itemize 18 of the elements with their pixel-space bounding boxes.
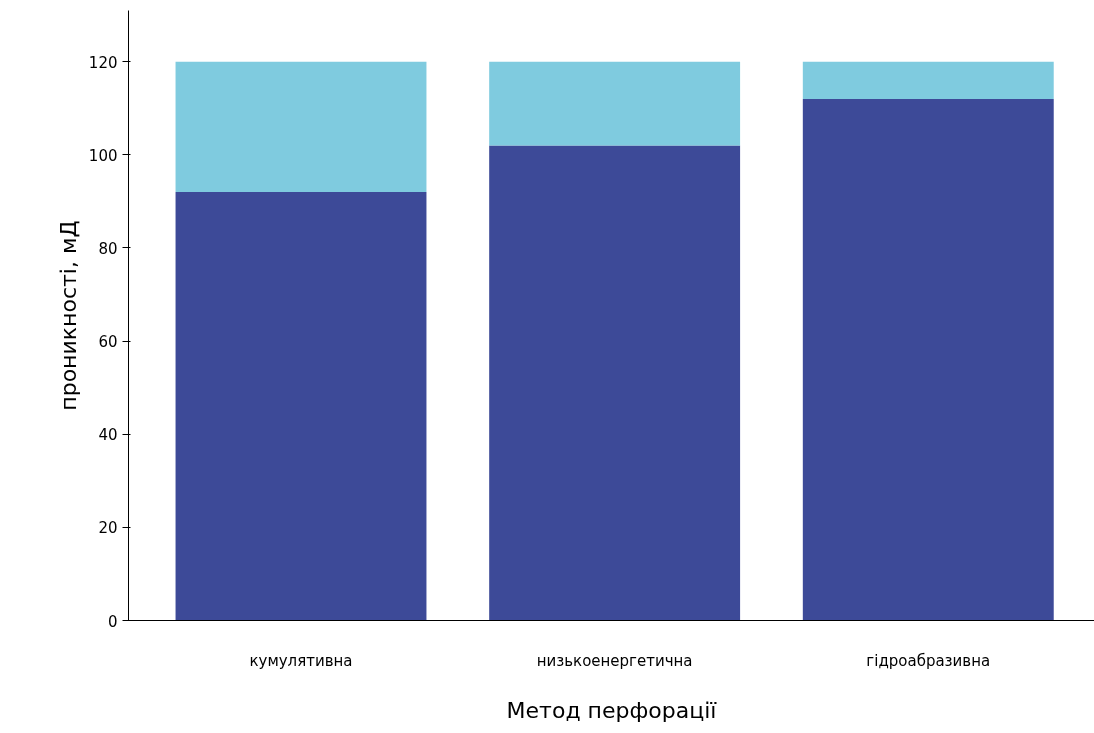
- y-tick-label: 80: [98, 239, 118, 258]
- x-tick-label: кумулятивна: [249, 651, 353, 670]
- x-tick-label: низькоенергетична: [536, 651, 693, 670]
- x-tick-label: гідроабразивна: [866, 651, 991, 670]
- x-axis-title: Метод перфорації: [506, 697, 718, 723]
- bar: [802, 61, 1054, 99]
- y-tick-label: 40: [98, 426, 118, 445]
- bar: [175, 192, 427, 621]
- bar: [489, 61, 741, 146]
- y-tick-label: 0: [107, 612, 118, 631]
- y-tick-label: 60: [98, 333, 118, 352]
- y-axis-title: проникності, мД: [55, 220, 81, 411]
- y-tick-label: 120: [88, 53, 118, 72]
- bar: [802, 98, 1054, 621]
- y-tick-label: 20: [98, 519, 118, 538]
- y-tick-label: 100: [88, 146, 118, 165]
- bar: [175, 61, 427, 193]
- bar: [489, 145, 741, 621]
